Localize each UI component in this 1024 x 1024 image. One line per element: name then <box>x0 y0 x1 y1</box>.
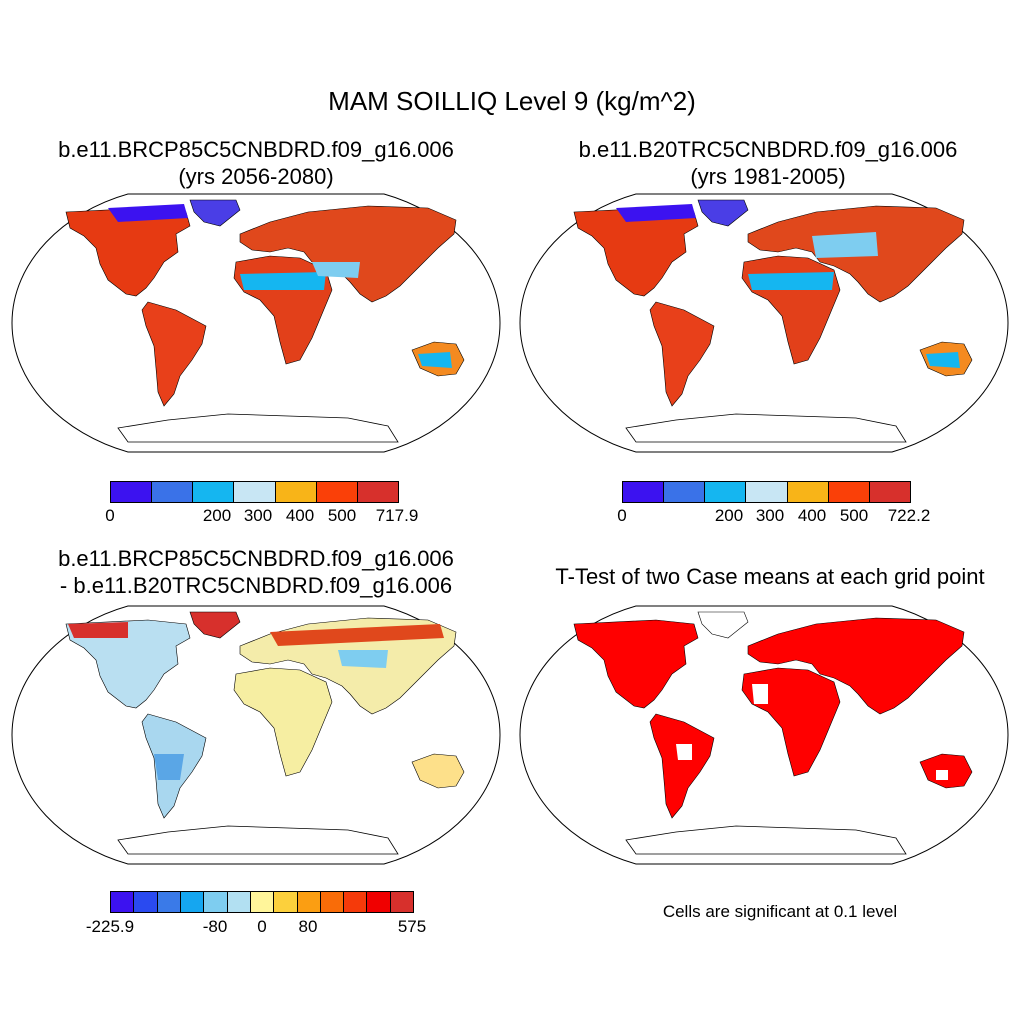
panel-3-title: b.e11.BRCP85C5CNBDRD.f09_g16.006 - b.e11… <box>16 545 496 599</box>
continent-antarctica <box>625 413 907 443</box>
continent-antarctica <box>625 825 907 855</box>
colorbar-swatch <box>274 892 298 912</box>
colorbar-swatch <box>111 892 135 912</box>
colorbar-swatch <box>623 482 665 502</box>
shading-patch <box>240 272 326 290</box>
colorbar-panel-3 <box>110 891 414 913</box>
continent-australia <box>411 753 465 789</box>
shading-patch <box>154 754 184 780</box>
colorbar-swatch <box>250 892 275 912</box>
colorbar-tick-label: 500 <box>327 506 357 525</box>
colorbar-swatch <box>390 892 414 912</box>
continent-greenland <box>697 199 749 227</box>
shading-patch <box>676 744 692 760</box>
shading-patch <box>312 262 360 278</box>
colorbar-swatch <box>869 482 910 502</box>
colorbar-tick-label: 722.2 <box>887 506 931 525</box>
map-panel-4 <box>519 605 1009 865</box>
colorbar-swatch <box>357 482 398 502</box>
colorbar-tick-label: 0 <box>617 506 627 525</box>
panel-2-title-line1: b.e11.B20TRC5CNBDRD.f09_g16.006 <box>578 137 958 162</box>
panel-4-title-line1: T-Test of two Case means at each grid po… <box>555 564 985 589</box>
panel-3-title-line1: b.e11.BRCP85C5CNBDRD.f09_g16.006 <box>58 546 454 571</box>
continent-eurasia <box>747 617 965 715</box>
colorbar-tick-label: -225.9 <box>85 917 135 936</box>
colorbar-tick-label: 200 <box>714 506 744 525</box>
colorbar-panel-2 <box>622 481 911 503</box>
colorbar-swatch <box>204 892 228 912</box>
colorbar-swatch <box>227 892 251 912</box>
continent-south-america <box>649 713 715 819</box>
colorbar-swatch <box>234 482 276 502</box>
shading-patch <box>616 204 696 222</box>
continent-south-america <box>649 301 715 407</box>
continent-north-america <box>65 207 191 297</box>
figure-title: MAM SOILLIQ Level 9 (kg/m^2) <box>328 86 696 116</box>
colorbar-tick-label: 300 <box>243 506 273 525</box>
continent-antarctica <box>117 413 399 443</box>
continent-greenland <box>697 611 749 639</box>
shading-patch <box>270 624 444 646</box>
continent-africa <box>233 667 333 777</box>
map-panel-2 <box>519 193 1009 453</box>
colorbar-swatch <box>664 482 706 502</box>
colorbar-swatch <box>787 482 829 502</box>
colorbar-swatch <box>275 482 317 502</box>
panel-2-title-line2: (yrs 1981-2005) <box>690 164 846 189</box>
panel-4-title: T-Test of two Case means at each grid po… <box>516 563 1024 590</box>
colorbar-swatch <box>193 482 235 502</box>
panel-2-title: b.e11.B20TRC5CNBDRD.f09_g16.006 (yrs 198… <box>528 136 1008 190</box>
colorbar-swatch <box>344 892 368 912</box>
shading-patch <box>748 272 834 290</box>
colorbar-swatch <box>157 892 181 912</box>
colorbar-swatch <box>367 892 391 912</box>
panel-1-title-line1: b.e11.BRCP85C5CNBDRD.f09_g16.006 <box>58 137 454 162</box>
colorbar-tick-label: 0 <box>105 506 115 525</box>
panel-3-title-line2: - b.e11.B20TRC5CNBDRD.f09_g16.006 <box>59 573 453 598</box>
colorbar-swatch <box>746 482 788 502</box>
colorbar-tick-label: 717.9 <box>375 506 419 525</box>
continent-north-america <box>573 619 699 709</box>
colorbar-swatch <box>705 482 747 502</box>
colorbar-tick-label: -80 <box>202 917 228 936</box>
continent-north-america <box>65 619 191 709</box>
map-panel-3 <box>11 605 501 865</box>
continent-antarctica <box>117 825 399 855</box>
shading-patch <box>936 770 948 780</box>
shading-patch <box>752 684 768 704</box>
shading-patch <box>812 232 878 258</box>
colorbar-panel-1 <box>110 481 399 503</box>
panel-1-title-line2: (yrs 2056-2080) <box>178 164 334 189</box>
colorbar-swatch <box>152 482 194 502</box>
colorbar-swatch <box>134 892 158 912</box>
colorbar-tick-label: 400 <box>285 506 315 525</box>
colorbar-tick-label: 0 <box>257 917 267 936</box>
colorbar-swatch <box>316 482 358 502</box>
significance-note: Cells are significant at 0.1 level <box>662 902 898 921</box>
colorbar-swatch <box>297 892 321 912</box>
shading-patch <box>108 204 188 222</box>
shading-patch <box>68 622 128 638</box>
colorbar-tick-label: 575 <box>397 917 427 936</box>
panel-1-title: b.e11.BRCP85C5CNBDRD.f09_g16.006 (yrs 20… <box>16 136 496 190</box>
continent-eurasia <box>239 205 457 303</box>
colorbar-tick-label: 200 <box>202 506 232 525</box>
continent-greenland <box>189 611 241 639</box>
continent-south-america <box>141 301 207 407</box>
continent-greenland <box>189 199 241 227</box>
colorbar-tick-label: 400 <box>797 506 827 525</box>
shading-patch <box>926 352 960 368</box>
colorbar-swatch <box>320 892 345 912</box>
colorbar-swatch <box>180 892 205 912</box>
colorbar-tick-label: 300 <box>755 506 785 525</box>
colorbar-swatch <box>111 482 153 502</box>
colorbar-swatch <box>828 482 870 502</box>
map-panel-1 <box>11 193 501 453</box>
colorbar-tick-label: 500 <box>839 506 869 525</box>
colorbar-tick-label: 80 <box>298 917 318 936</box>
continent-north-america <box>573 207 699 297</box>
shading-patch <box>418 352 452 368</box>
shading-patch <box>338 650 388 668</box>
